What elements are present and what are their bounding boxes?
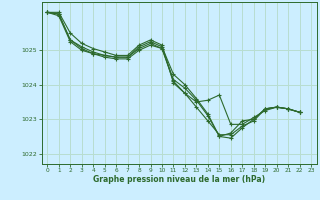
X-axis label: Graphe pression niveau de la mer (hPa): Graphe pression niveau de la mer (hPa): [93, 175, 265, 184]
